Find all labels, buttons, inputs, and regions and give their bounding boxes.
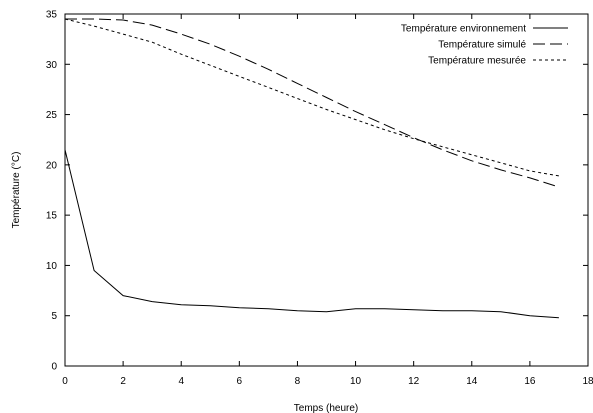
plot-frame	[64, 13, 589, 367]
x-tick-label: 18	[582, 376, 593, 387]
y-tick-label: 20	[46, 160, 58, 171]
y-tick-label: 10	[46, 261, 58, 272]
y-tick-label: 25	[46, 110, 58, 121]
series-lines	[64, 18, 560, 319]
series-line-2	[65, 18, 560, 188]
legend-label: Température mesurée	[428, 56, 526, 67]
x-tick-label: 14	[466, 376, 478, 387]
y-axis: 0 5 10 15 20 25 30 35	[46, 10, 588, 373]
y-tick-label: 5	[51, 311, 57, 322]
x-axis-label: Temps (heure)	[294, 403, 358, 413]
x-tick-label: 8	[295, 376, 301, 387]
y-tick-label: 0	[51, 362, 57, 373]
series-line-1	[64, 149, 559, 319]
legend-label: Température simulé	[438, 40, 526, 51]
y-axis-label: Température (°C)	[11, 152, 22, 229]
x-tick-label: 6	[237, 376, 243, 387]
series-line-3	[64, 18, 559, 177]
y-tick-label: 15	[46, 211, 58, 222]
y-tick-label: 35	[46, 10, 58, 21]
y-tick-label: 30	[46, 60, 58, 71]
x-tick-label: 12	[408, 376, 420, 387]
x-tick-label: 2	[120, 376, 126, 387]
x-tick-label: 10	[350, 376, 362, 387]
x-tick-label: 16	[524, 376, 536, 387]
x-tick-label: 0	[62, 376, 68, 387]
legend: Température environnement Température sim…	[401, 24, 568, 67]
x-tick-label: 4	[178, 376, 184, 387]
legend-label: Température environnement	[401, 24, 526, 35]
x-axis: 0 2 4 6 8 10 12 14 16 18	[62, 14, 593, 387]
